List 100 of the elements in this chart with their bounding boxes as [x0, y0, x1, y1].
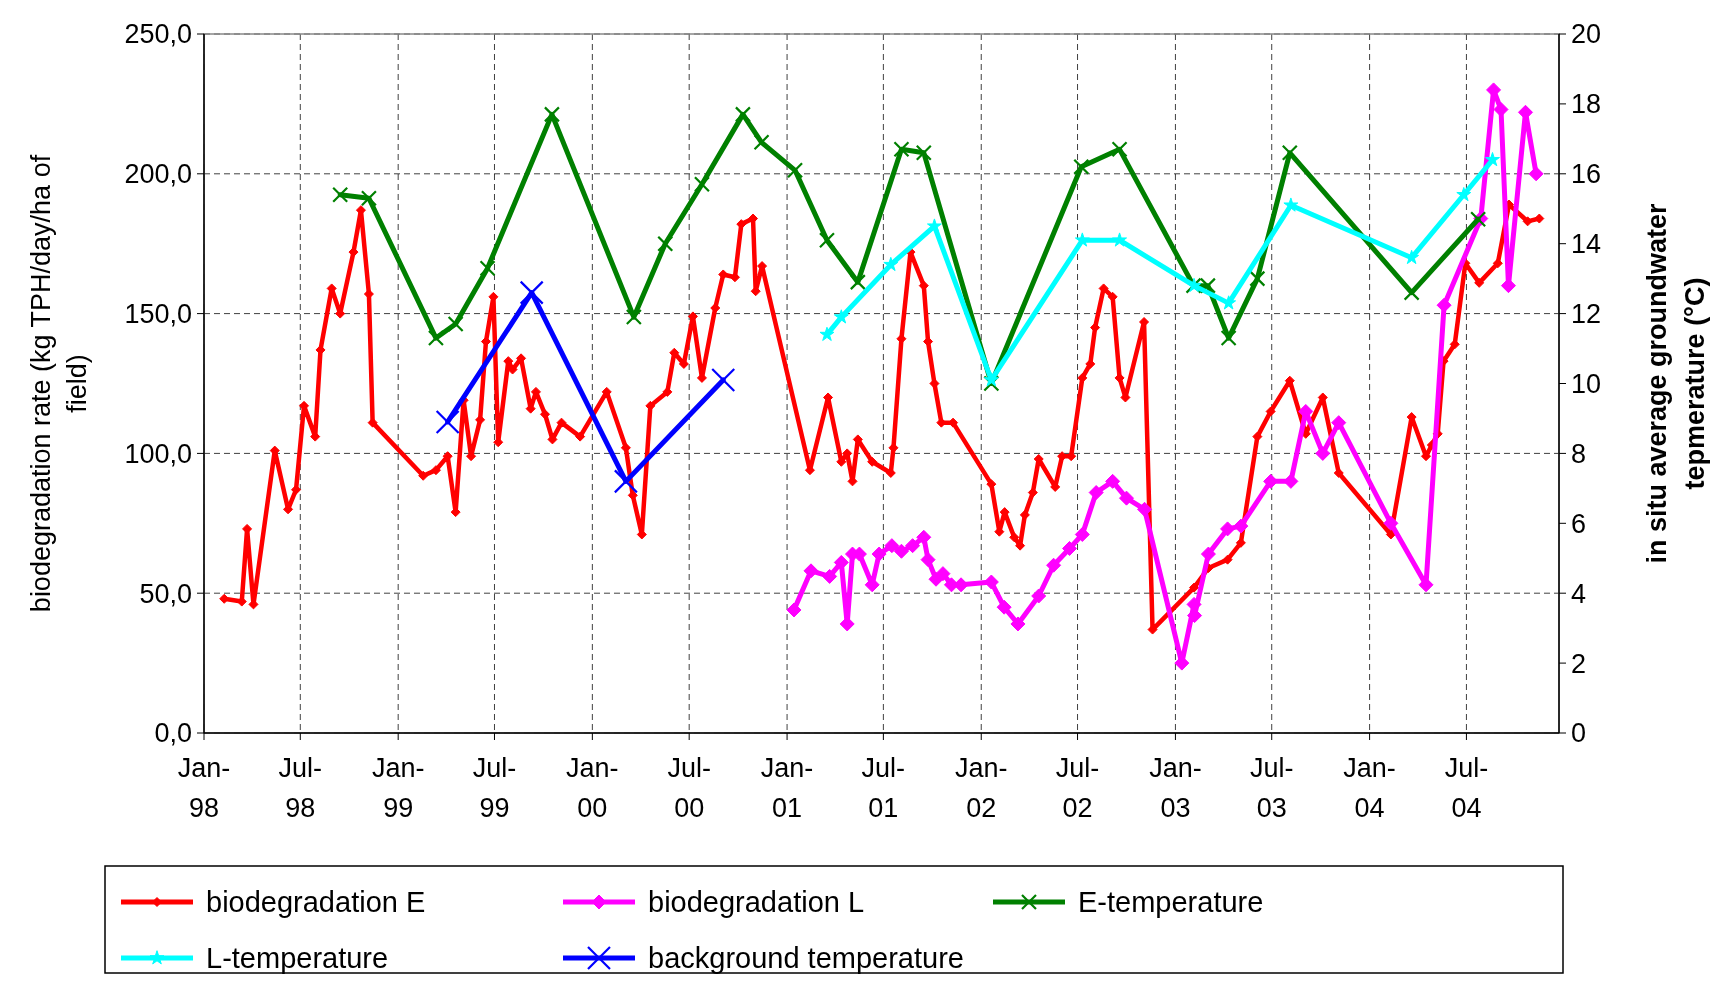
x-tick-label: Jan-02: [954, 753, 1008, 823]
point: [915, 144, 932, 161]
point: [893, 543, 909, 559]
point: [803, 563, 819, 579]
point: [1062, 540, 1078, 556]
y-tick-label: 100,0: [124, 438, 192, 469]
point: [996, 599, 1012, 615]
legend-label: E-temperature: [1078, 886, 1264, 919]
point: [1220, 329, 1237, 347]
point: [1200, 546, 1216, 562]
legend-label: L-temperature: [206, 942, 389, 975]
y2-tick-label: 8: [1571, 438, 1587, 469]
y2-axis-title: in situ average groundwater tepmerature (°C): [1642, 202, 1710, 564]
x-tick-label: Jul-98: [278, 753, 323, 823]
y2-tick-label: 4: [1571, 578, 1587, 609]
x-tick-label: Jan-99: [371, 753, 425, 823]
y2-tick-label: 6: [1571, 508, 1587, 539]
y2-tick-label: 16: [1571, 159, 1602, 190]
point: [1233, 518, 1249, 534]
point: [1283, 197, 1299, 212]
x-tick-label: Jan-98: [177, 753, 231, 823]
point: [1404, 249, 1420, 265]
point: [1528, 166, 1544, 182]
point: [1281, 144, 1298, 161]
point: [1088, 485, 1104, 501]
y2-tick-label: 14: [1571, 229, 1602, 260]
point: [1112, 232, 1128, 247]
point: [983, 375, 1000, 392]
point: [786, 602, 802, 618]
point: [920, 552, 936, 568]
y-tick-label: 200,0: [124, 159, 192, 190]
point: [1249, 270, 1266, 287]
point: [819, 326, 835, 341]
point: [479, 260, 496, 277]
point: [1283, 473, 1299, 489]
point: [1331, 415, 1347, 431]
point: [1074, 526, 1090, 542]
point: [332, 186, 349, 203]
point: [613, 469, 638, 494]
point: [753, 134, 770, 151]
point: [905, 538, 921, 554]
point: [543, 106, 561, 123]
point: [884, 538, 900, 554]
point: [360, 190, 378, 207]
point: [693, 176, 711, 193]
point: [883, 256, 899, 272]
point: [1111, 141, 1128, 158]
x-tick-label: Jul-02: [1055, 753, 1100, 823]
y2-tick-label: 18: [1571, 89, 1602, 120]
point: [786, 162, 804, 179]
point: [711, 367, 736, 393]
x-tick-label: Jan-00: [566, 753, 619, 823]
point: [427, 329, 445, 347]
point: [1105, 473, 1121, 489]
x-tick-label: Jan-03: [1149, 753, 1202, 823]
y-tick-label: 50,0: [139, 578, 192, 609]
y2-tick-label: 2: [1571, 648, 1587, 679]
point: [1315, 445, 1331, 461]
point: [926, 218, 942, 233]
x-tick-label: Jul-99: [472, 753, 517, 823]
point: [1493, 101, 1509, 117]
point: [916, 529, 932, 545]
y2-tick-label: 0: [1571, 718, 1587, 749]
y-axis-title: biodegradation rate (kg TPH/day/ha of field): [26, 154, 92, 613]
legend-label: biodegradation L: [648, 886, 865, 919]
point: [935, 566, 951, 582]
point: [734, 106, 752, 123]
legend-label: biodegradation E: [206, 886, 426, 919]
point: [1010, 616, 1026, 632]
point: [1074, 232, 1090, 247]
point: [1456, 186, 1472, 202]
x-tick-label: Jan-01: [760, 753, 814, 823]
point: [447, 315, 464, 333]
point: [818, 232, 836, 249]
point: [1118, 490, 1134, 506]
point: [871, 546, 887, 562]
point: [625, 309, 642, 326]
point: [983, 372, 999, 387]
point: [1436, 297, 1452, 313]
point: [1046, 557, 1062, 573]
y2-tick-label: 10: [1571, 368, 1602, 399]
x-tick-label: Jul-04: [1444, 753, 1489, 823]
point: [1073, 158, 1090, 175]
x-tick-label: Jul-01: [861, 753, 906, 823]
x-tick-label: Jan-04: [1343, 753, 1396, 823]
x-tick-label: Jul-00: [667, 753, 711, 823]
point: [1383, 515, 1399, 531]
point: [1485, 152, 1500, 167]
point: [849, 274, 866, 291]
point: [822, 568, 838, 584]
point: [1031, 588, 1047, 604]
point: [1220, 521, 1236, 537]
point: [657, 235, 674, 252]
y2-tick-label: 12: [1571, 299, 1602, 330]
legend-label: background temperature: [648, 942, 964, 975]
point: [1137, 501, 1153, 517]
point: [1418, 577, 1434, 593]
y-tick-label: 250,0: [124, 19, 192, 50]
point: [435, 409, 460, 435]
point: [519, 280, 544, 305]
